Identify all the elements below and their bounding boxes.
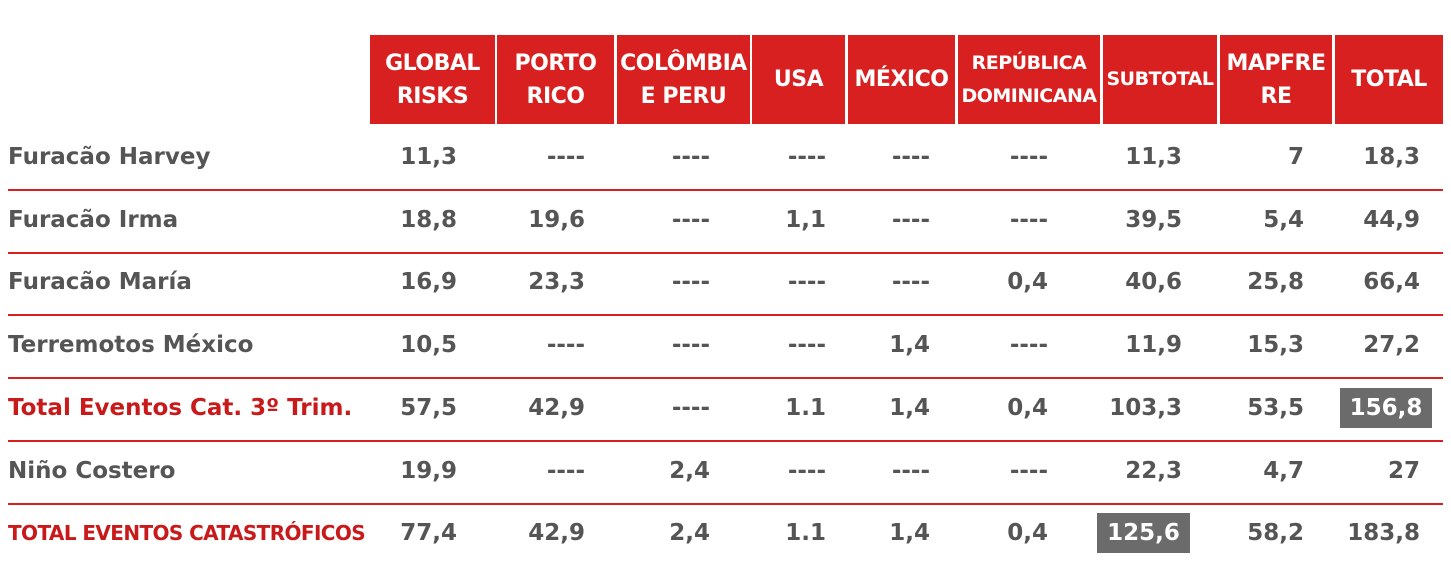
table-cell: 7: [1287, 144, 1304, 170]
table-cell: ----: [1009, 332, 1048, 359]
table-cell: 42,9: [528, 394, 585, 421]
highlighted-cell: 125,6: [1097, 513, 1190, 554]
table-cell: ----: [891, 457, 930, 484]
table-cell: 15,3: [1247, 332, 1304, 359]
column-header: REPÚBLICA DOMINICANA: [958, 35, 1100, 124]
table-cell: ----: [671, 332, 710, 359]
table-cell: ----: [546, 457, 585, 484]
highlighted-cell: 156,8: [1340, 387, 1432, 428]
table-cell: 183,8: [1347, 520, 1420, 547]
table-cell: 23,3: [528, 269, 585, 296]
table-cell: 0,4: [1007, 269, 1048, 296]
row-separator: [8, 502, 1443, 505]
table-cell: 1.1: [785, 520, 826, 547]
table-cell: 53,5: [1247, 394, 1304, 421]
column-header: COLÔMBIA E PERU: [617, 35, 750, 124]
table-cell: ----: [1009, 144, 1048, 170]
row-label: Furacão Harvey: [8, 144, 211, 170]
table-cell: 19,6: [528, 206, 585, 233]
row-separator: [8, 189, 1443, 191]
table-cell: 40,6: [1125, 269, 1182, 296]
table-cell: ----: [1009, 206, 1048, 233]
table-cell: 1,4: [889, 520, 930, 547]
table-cell: ----: [671, 206, 710, 233]
table-cell: ----: [787, 269, 826, 296]
table-cell: 10,5: [400, 332, 457, 359]
table-cell: 11,3: [1125, 144, 1182, 170]
row-label: Terremotos México: [8, 332, 254, 359]
table-cell: 27,2: [1363, 332, 1420, 359]
table-cell: 11,9: [1125, 332, 1182, 359]
table-cell: 5,4: [1263, 206, 1304, 233]
table-cell: ----: [671, 269, 710, 296]
table-cell: 1.1: [785, 394, 826, 421]
table-cell: 4,7: [1263, 457, 1304, 484]
table-cell: 1,4: [889, 394, 930, 421]
table-cell: ----: [546, 332, 585, 359]
row-label: Furacão María: [8, 269, 192, 296]
table-cell: 2,4: [669, 520, 710, 547]
table-cell: 19,9: [400, 457, 457, 484]
row-separator: [8, 377, 1443, 380]
table-cell: ----: [546, 144, 585, 170]
column-header: TOTAL: [1335, 35, 1443, 124]
table-cell: 66,4: [1363, 269, 1420, 296]
table-cell: ----: [1009, 457, 1048, 484]
column-header: MÉXICO: [848, 35, 955, 124]
column-header: GLOBAL RISKS: [370, 35, 495, 124]
table-cell: 18,3: [1363, 144, 1420, 170]
table-cell: ----: [891, 144, 930, 170]
table-cell: 16,9: [400, 269, 457, 296]
table-cell: 1,4: [889, 332, 930, 359]
table-cell: 44,9: [1363, 206, 1420, 233]
row-label: TOTAL EVENTOS CATASTRÓFICOS: [8, 521, 366, 546]
column-header: MAPFRE RE: [1220, 35, 1332, 124]
row-separator: [8, 251, 1443, 254]
row-label: Total Eventos Cat. 3º Trim.: [8, 394, 353, 421]
table-cell: ----: [671, 144, 710, 170]
table-cell: 0,4: [1007, 394, 1048, 421]
column-header: USA: [752, 35, 845, 124]
table-cell: ----: [787, 457, 826, 484]
table-cell: 1,1: [785, 206, 826, 233]
row-separator: [8, 314, 1443, 317]
table-cell: ----: [671, 394, 710, 421]
table-cell: 77,4: [400, 520, 457, 547]
table-cell: 25,8: [1247, 269, 1304, 296]
row-label: Niño Costero: [8, 457, 176, 484]
table-cell: 57,5: [400, 394, 457, 421]
row-label: Furacão Irma: [8, 206, 179, 233]
table-cell: 11,3: [400, 144, 457, 170]
row-separator: [8, 439, 1443, 442]
table-cell: ----: [787, 144, 826, 170]
column-header: PORTO RICO: [497, 35, 614, 124]
table-cell: 27: [1387, 457, 1420, 484]
table-cell: 42,9: [528, 520, 585, 547]
table-cell: ----: [891, 206, 930, 233]
table-cell: 0,4: [1007, 520, 1048, 547]
table-cell: 22,3: [1125, 457, 1182, 484]
table-cell: 58,2: [1247, 520, 1304, 547]
table-cell: 2,4: [669, 457, 710, 484]
table-cell: ----: [787, 332, 826, 359]
column-header: SUBTOTAL: [1103, 35, 1217, 124]
table-cell: 103,3: [1109, 394, 1182, 421]
table-cell: 18,8: [400, 206, 457, 233]
table-cell: 39,5: [1125, 206, 1182, 233]
table-cell: ----: [891, 269, 930, 296]
